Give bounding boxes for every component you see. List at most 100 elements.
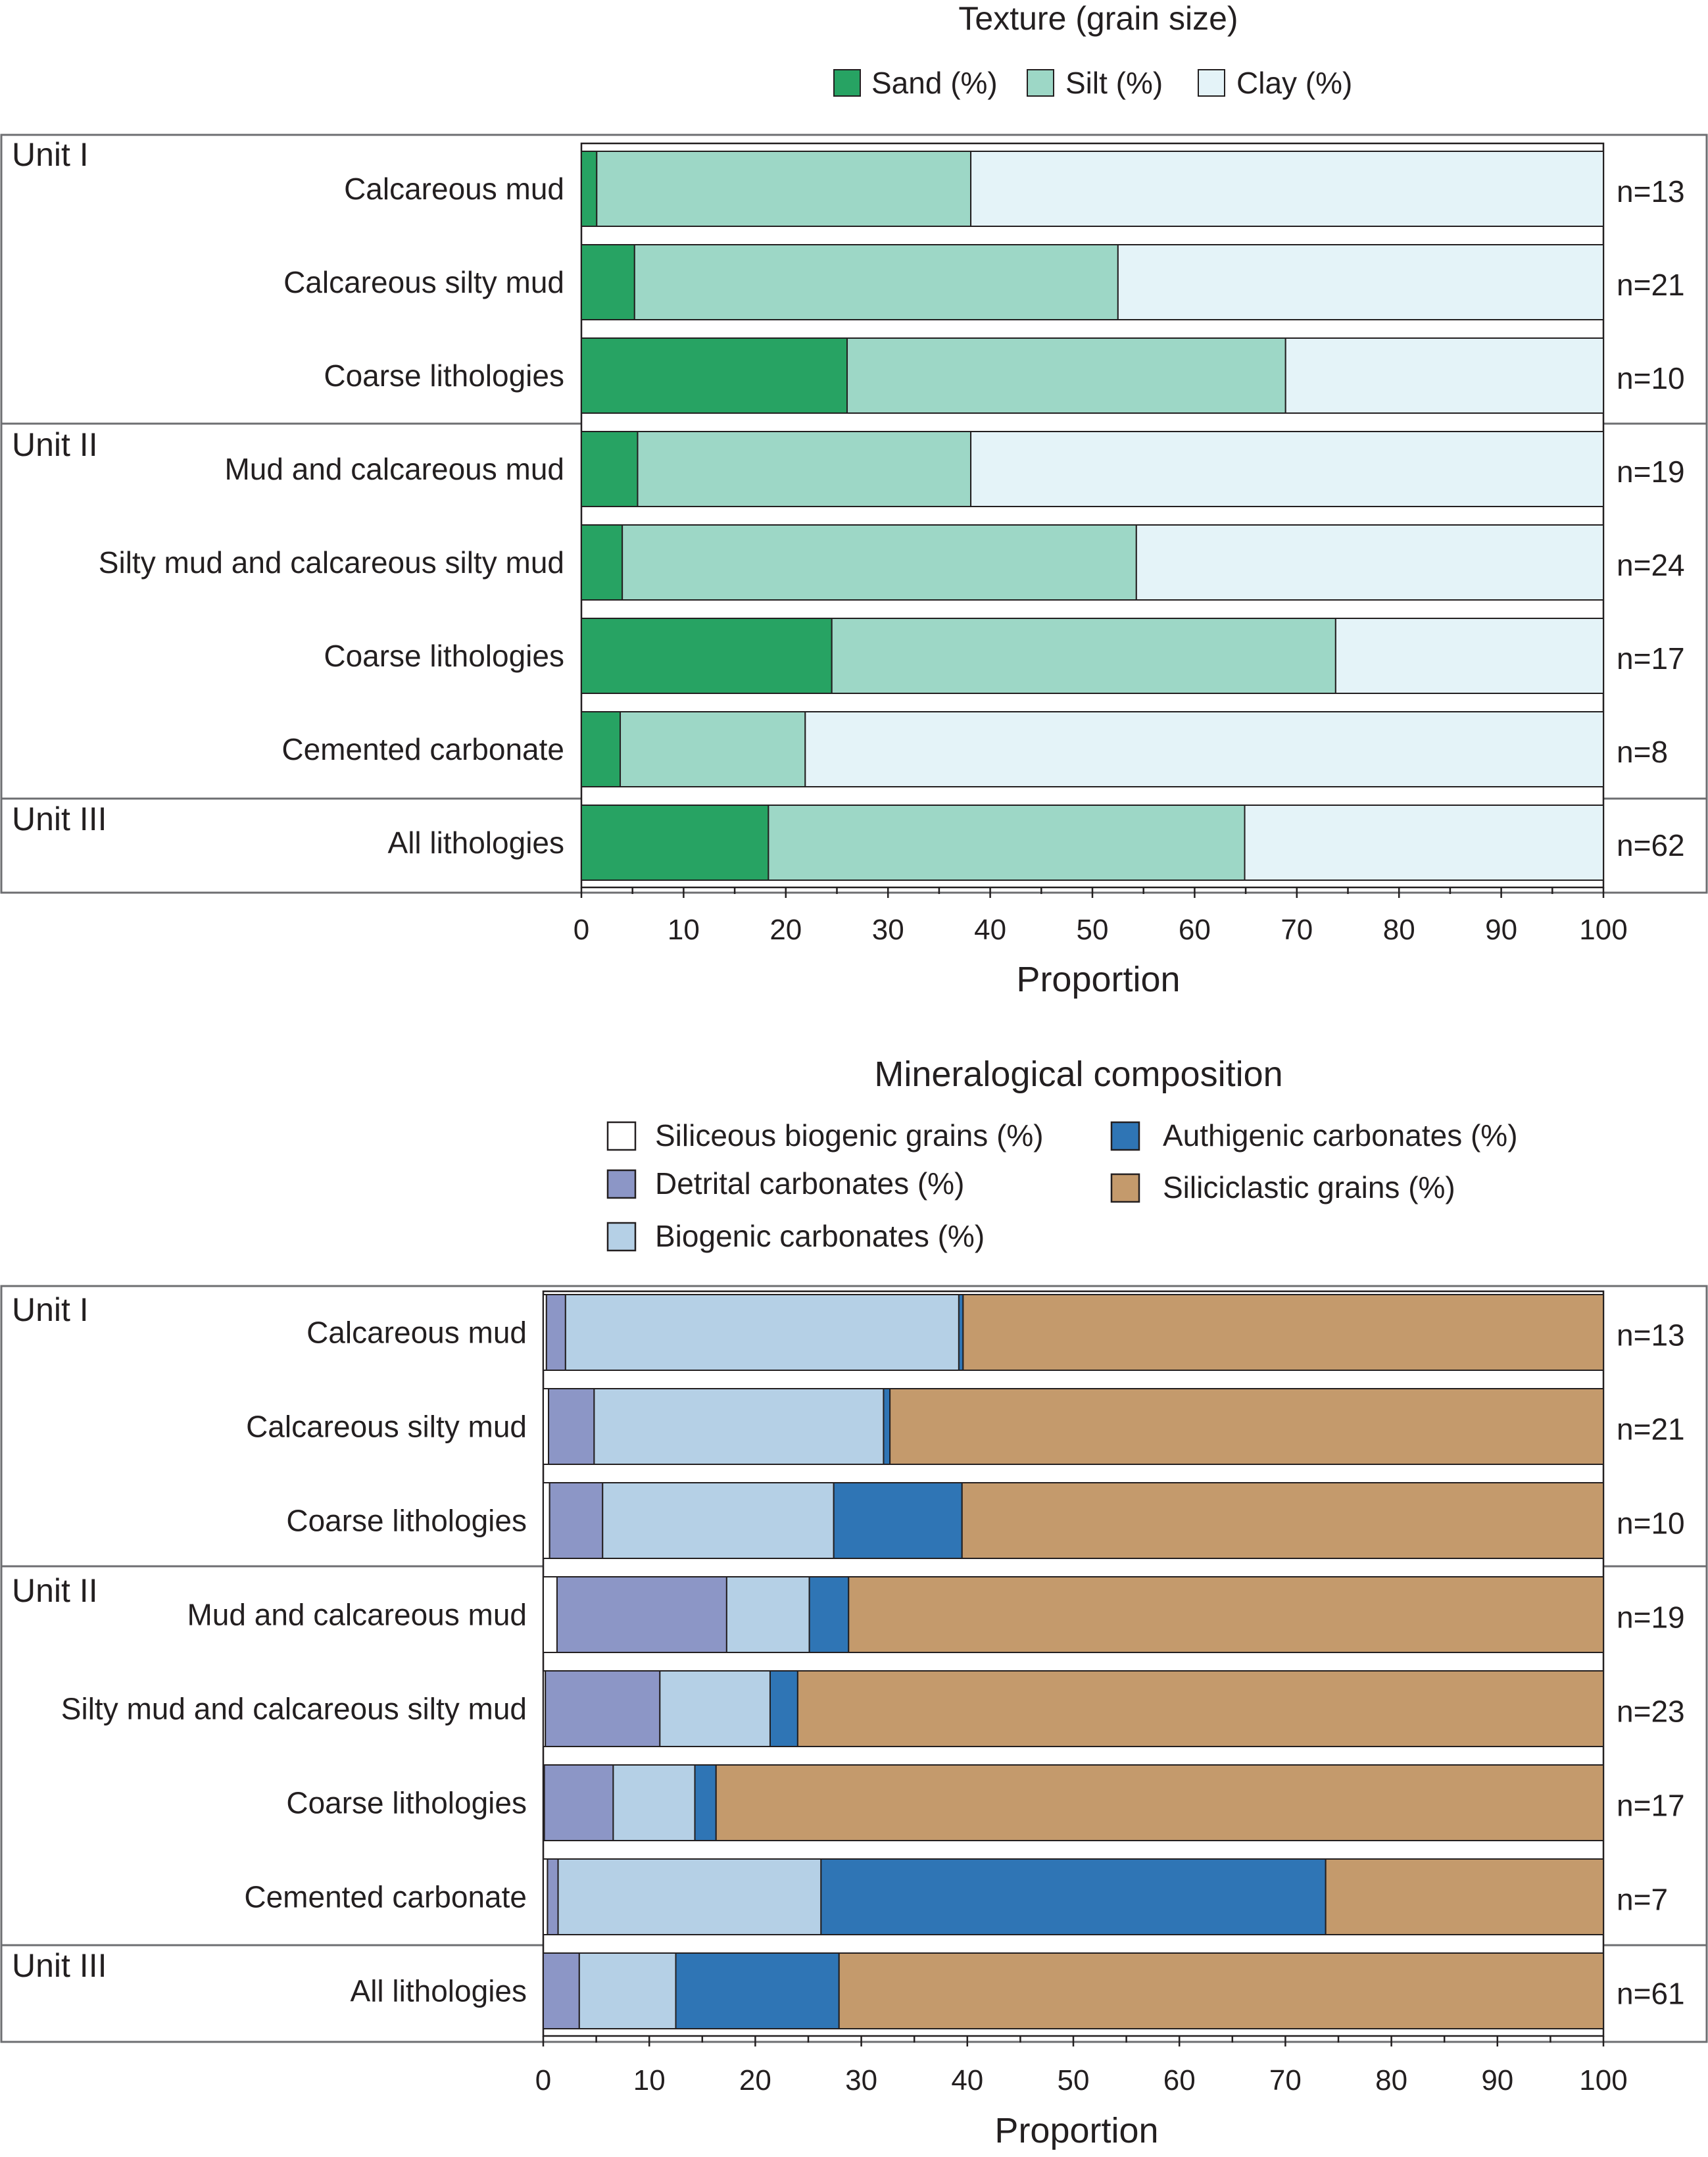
legend-item-detrital: Detrital carbonates (%) xyxy=(606,1166,964,1201)
mineralogy-chart-title: Mineralogical composition xyxy=(874,1054,1282,1094)
bar-segment-biogenic-carbonates xyxy=(578,1952,677,2029)
x-axis-tick-label: 90 xyxy=(1481,2064,1513,2096)
row-label: All lithologies xyxy=(351,1974,527,2008)
unit-label-2: Unit II xyxy=(12,1572,98,1609)
sample-count: n=24 xyxy=(1617,548,1685,582)
bar-segment-clay xyxy=(970,151,1604,227)
bar-segment-biogenic-carbonates xyxy=(557,1858,822,1935)
legend-item-clay: Clay (%) xyxy=(1198,66,1352,100)
sample-count: n=21 xyxy=(1617,1412,1685,1447)
row-label: Calcareous mud xyxy=(344,172,564,206)
mineralogy-units: Unit I Unit II Unit III xyxy=(12,1291,107,1984)
sample-count: n=13 xyxy=(1617,174,1685,209)
bar-segment-sand xyxy=(581,618,833,694)
bar-segment-authigenic-carbonates xyxy=(808,1576,850,1653)
texture-x-axis-label: Proportion xyxy=(1016,960,1180,999)
legend-swatch-sand xyxy=(833,69,861,97)
x-axis-tick-label: 30 xyxy=(845,2064,877,2096)
legend-swatch-siliciclastic xyxy=(1110,1173,1140,1203)
row-label: Calcareous silty mud xyxy=(246,1410,527,1444)
bar-segment-sand xyxy=(581,524,623,601)
row-label: Mud and calcareous mud xyxy=(224,452,564,486)
row-label: Silty mud and calcareous silty mud xyxy=(99,545,564,580)
row-label: Silty mud and calcareous silty mud xyxy=(61,1692,527,1726)
mineralogy-row-labels: Calcareous mud Calcareous silty mud Coarse… xyxy=(61,1316,527,2008)
bar-segment-silt xyxy=(622,524,1137,601)
bar-segment-silt xyxy=(831,618,1336,694)
mineralogy-chart: Mineralogical composition Siliceous biog… xyxy=(0,1054,1708,2150)
bar-segment-authigenic-carbonates xyxy=(833,1482,963,1559)
texture-outer-border xyxy=(0,134,1708,894)
legend-item-sand: Sand (%) xyxy=(833,66,998,100)
x-axis-tick-label: 10 xyxy=(668,914,700,946)
texture-units: Unit I Unit II Unit III xyxy=(12,136,107,837)
unit-label-3: Unit III xyxy=(12,1947,107,1984)
legend-item-biogenic: Biogenic carbonates (%) xyxy=(606,1219,985,1253)
bar-segment-siliciclastic-grains xyxy=(962,1294,1604,1371)
bar-segment-biogenic-carbonates xyxy=(602,1482,835,1559)
legend-item-siliciclastic: Siliciclastic grains (%) xyxy=(1110,1170,1455,1204)
sample-count: n=10 xyxy=(1617,1506,1685,1541)
bar-segment-siliciclastic-grains xyxy=(848,1576,1604,1653)
bar-segment-clay xyxy=(970,431,1604,507)
x-axis-tick-label: 20 xyxy=(769,914,802,946)
bar-segment-biogenic-carbonates xyxy=(659,1670,771,1747)
unit-label-3: Unit III xyxy=(12,801,107,837)
sample-count: n=19 xyxy=(1617,455,1685,489)
bar-segment-authigenic-carbonates xyxy=(675,1952,840,2029)
bar-segment-clay xyxy=(1284,337,1604,414)
row-label: Coarse lithologies xyxy=(286,1504,527,1538)
x-axis-tick-label: 80 xyxy=(1383,914,1415,946)
row-label: Mud and calcareous mud xyxy=(187,1598,527,1632)
legend-label-biogenic: Biogenic carbonates (%) xyxy=(655,1219,985,1253)
legend-label-silt: Silt (%) xyxy=(1065,66,1163,100)
x-axis-tick-label: 0 xyxy=(535,2064,551,2096)
bar-segment-siliciclastic-grains xyxy=(1325,1858,1605,1935)
bar-segment-detrital-carbonates xyxy=(548,1388,595,1465)
legend-item-authigenic: Authigenic carbonates (%) xyxy=(1110,1118,1518,1153)
legend-swatch-detrital xyxy=(606,1169,637,1199)
bar-segment-biogenic-carbonates xyxy=(564,1294,960,1371)
bar-segment-siliciclastic-grains xyxy=(889,1388,1604,1465)
bar-segment-sand xyxy=(581,244,635,320)
bar-segment-authigenic-carbonates xyxy=(820,1858,1327,1935)
bar-segment-sand xyxy=(581,431,639,507)
x-axis-tick-label: 70 xyxy=(1269,2064,1302,2096)
texture-legend: Sand (%) Silt (%) Clay (%) xyxy=(833,66,1352,100)
bar-segment-detrital-carbonates xyxy=(547,1858,559,1935)
texture-chart-title: Texture (grain size) xyxy=(958,0,1238,37)
legend-label-siliceous: Siliceous biogenic grains (%) xyxy=(655,1118,1044,1153)
bar-segment-biogenic-carbonates xyxy=(725,1576,810,1653)
sample-count: n=61 xyxy=(1617,1977,1685,2011)
sample-count: n=23 xyxy=(1617,1695,1685,1729)
bar-segment-clay xyxy=(804,711,1604,787)
mineralogy-outer-border xyxy=(0,1285,1708,2043)
bar-segment-silt xyxy=(768,805,1246,881)
sample-count: n=21 xyxy=(1617,268,1685,302)
legend-label-sand: Sand (%) xyxy=(871,66,998,100)
bar-segment-sand xyxy=(581,151,598,227)
legend-item-siliceous: Siliceous biogenic grains (%) xyxy=(606,1118,1044,1153)
row-label: Coarse lithologies xyxy=(324,639,564,673)
texture-row-labels: Calcareous mud Calcareous silty mud Coarse… xyxy=(99,172,564,860)
sample-count: n=19 xyxy=(1617,1600,1685,1635)
x-axis-tick-label: 50 xyxy=(1077,914,1109,946)
bar-segment-biogenic-carbonates xyxy=(593,1388,885,1465)
bar-segment-clay xyxy=(1334,618,1604,694)
x-axis-tick-label: 80 xyxy=(1375,2064,1407,2096)
sample-count: n=17 xyxy=(1617,641,1685,676)
unit-label-1: Unit I xyxy=(12,136,89,173)
row-label: Cemented carbonate xyxy=(244,1880,527,1914)
bar-segment-silt xyxy=(637,431,972,507)
bar-segment-siliciclastic-grains xyxy=(961,1482,1604,1559)
mineralogy-legend: Siliceous biogenic grains (%) Detrital c… xyxy=(606,1118,1518,1253)
row-label: Calcareous mud xyxy=(306,1316,527,1350)
x-axis-tick-label: 100 xyxy=(1579,2064,1627,2096)
x-axis-tick-label: 100 xyxy=(1579,914,1627,946)
unit-label-1: Unit I xyxy=(12,1291,89,1328)
texture-x-axis: 0 10 20 30 40 50 60 70 80 90 100 xyxy=(573,887,1628,946)
texture-counts: n=13 n=21 n=10 n=19 n=24 n=17 n=8 n=62 xyxy=(1617,174,1685,862)
bar-segment-sand xyxy=(581,711,622,787)
x-axis-tick-label: 60 xyxy=(1163,2064,1196,2096)
